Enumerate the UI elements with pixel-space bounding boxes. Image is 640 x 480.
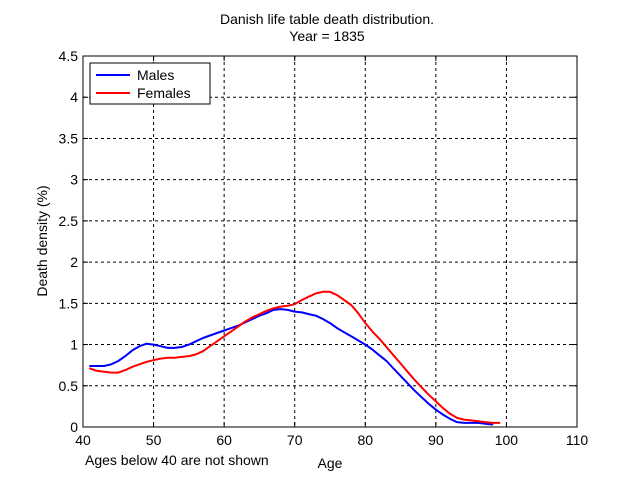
axis-ticks (82, 55, 578, 428)
x-tick-label: 90 (428, 432, 444, 448)
y-tick-label: 0.5 (59, 378, 79, 394)
y-tick-label: 0 (70, 419, 78, 435)
x-tick-label: 60 (216, 432, 232, 448)
x-tick-label: 70 (287, 432, 303, 448)
y-tick-label: 4.5 (59, 48, 79, 64)
plot-area (82, 55, 578, 428)
plot-frame (82, 55, 578, 428)
legend: Males Females (89, 62, 211, 105)
series-line-males (89, 308, 494, 426)
y-tick-label: 3 (70, 172, 78, 188)
y-tick-label: 4 (70, 89, 78, 105)
x-tick-label: 100 (495, 432, 519, 448)
x-tick-labels: 40 50 60 70 80 90 100 110 (75, 432, 588, 448)
y-tick-label: 1 (70, 337, 78, 353)
y-tick-label: 2.5 (59, 213, 79, 229)
grid-lines (83, 56, 577, 427)
legend-label-males: Males (137, 67, 174, 83)
footnote-text: Ages below 40 are not shown (85, 452, 269, 468)
x-tick-label: 110 (566, 432, 589, 448)
legend-label-females: Females (137, 85, 191, 101)
plot-background (83, 56, 577, 427)
y-tick-labels: 0 0.5 1 1.5 2 2.5 3 3.5 4 4.5 (59, 48, 79, 435)
x-tick-label: 80 (357, 432, 373, 448)
y-axis-label: Death density (%) (34, 185, 50, 296)
series-line-females (89, 290, 501, 424)
y-tick-label: 1.5 (59, 295, 79, 311)
chart-title: Danish life table death distribution. (220, 11, 434, 27)
chart-subtitle: Year = 1835 (289, 28, 365, 44)
x-axis-label: Age (318, 455, 343, 471)
legend-box (89, 62, 211, 105)
series-lines (89, 290, 501, 426)
x-tick-label: 40 (75, 432, 91, 448)
y-tick-label: 2 (70, 254, 78, 270)
x-tick-label: 50 (146, 432, 162, 448)
y-tick-label: 3.5 (59, 130, 79, 146)
